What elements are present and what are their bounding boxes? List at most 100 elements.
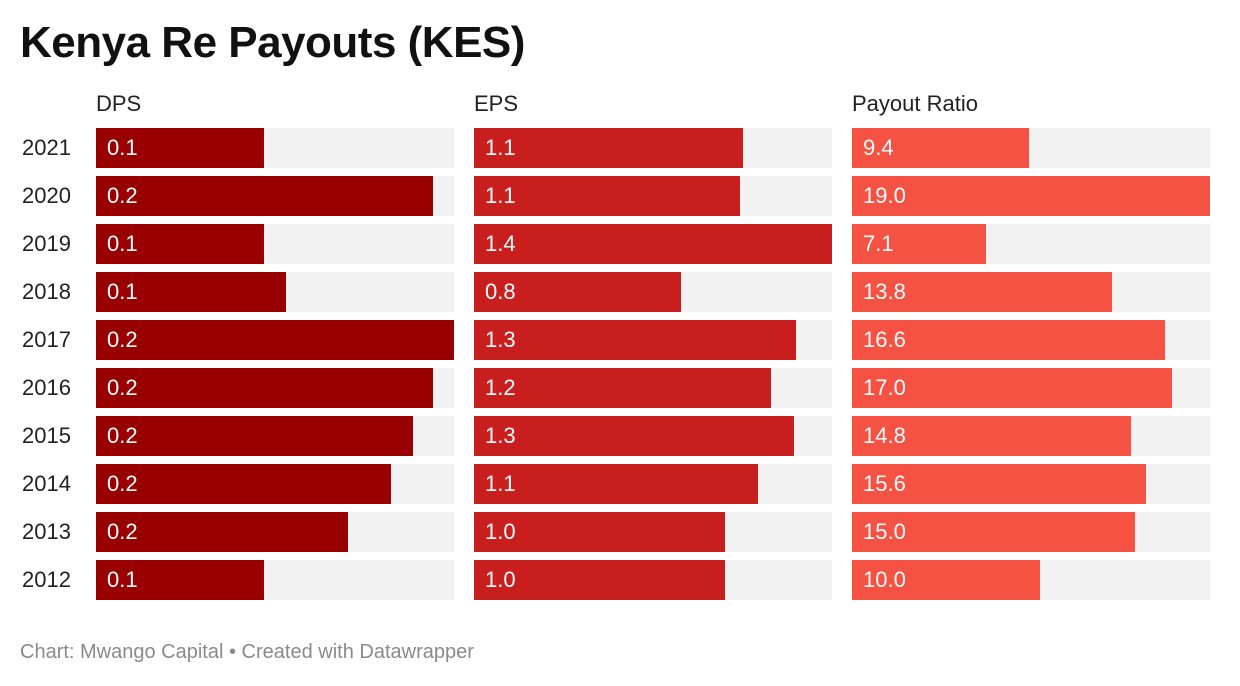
bar-value-eps-2018: 0.8 (485, 279, 516, 304)
chart-title: Kenya Re Payouts (KES) (20, 18, 525, 67)
bar-track-eps-2016: 1.2 (474, 368, 832, 408)
bar-dps-2015 (96, 416, 413, 456)
bar-value-dps-2017: 0.2 (107, 327, 138, 352)
bar-eps-2016 (474, 368, 771, 408)
bar-track-payout-ratio-2018: 13.8 (852, 272, 1210, 312)
bar-track-payout-ratio-2017: 16.6 (852, 320, 1210, 360)
bar-track-dps-2017: 0.2 (96, 320, 454, 360)
bar-value-dps-2014: 0.2 (107, 471, 138, 496)
bar-track-dps-2012: 0.1 (96, 560, 454, 600)
bar-value-eps-2012: 1.0 (485, 567, 516, 592)
bar-value-payout-ratio-2021: 9.4 (863, 135, 894, 160)
bar-payout-ratio-2019 (852, 224, 986, 264)
bar-value-dps-2012: 0.1 (107, 567, 138, 592)
bar-eps-2020 (474, 176, 740, 216)
bar-value-payout-ratio-2017: 16.6 (863, 327, 906, 352)
bar-track-payout-ratio-2012: 10.0 (852, 560, 1210, 600)
bar-track-payout-ratio-2013: 15.0 (852, 512, 1210, 552)
bar-value-payout-ratio-2013: 15.0 (863, 519, 906, 544)
bar-track-payout-ratio-2015: 14.8 (852, 416, 1210, 456)
bar-dps-2013 (96, 512, 348, 552)
bar-eps-2015 (474, 416, 794, 456)
bar-dps-2020 (96, 176, 433, 216)
bar-track-eps-2015: 1.3 (474, 416, 832, 456)
bar-value-eps-2019: 1.4 (485, 231, 516, 256)
bar-value-payout-ratio-2014: 15.6 (863, 471, 906, 496)
year-label-2020: 2020 (22, 183, 71, 208)
year-label-2017: 2017 (22, 327, 71, 352)
bar-track-payout-ratio-2019: 7.1 (852, 224, 1210, 264)
column-header-payout-ratio: Payout Ratio (852, 91, 978, 116)
bar-track-dps-2015: 0.2 (96, 416, 454, 456)
bar-dps-2017 (96, 320, 454, 360)
bar-value-eps-2013: 1.0 (485, 519, 516, 544)
bar-eps-2019 (474, 224, 832, 264)
year-label-2021: 2021 (22, 135, 71, 160)
bar-dps-2014 (96, 464, 391, 504)
bar-value-dps-2016: 0.2 (107, 375, 138, 400)
bar-value-eps-2020: 1.1 (485, 183, 516, 208)
bar-track-eps-2012: 1.0 (474, 560, 832, 600)
bar-value-eps-2015: 1.3 (485, 423, 516, 448)
column-header-eps: EPS (474, 91, 519, 116)
year-label-2014: 2014 (22, 471, 71, 496)
bar-value-payout-ratio-2019: 7.1 (863, 231, 894, 256)
bar-dps-2018 (96, 272, 286, 312)
bar-track-eps-2017: 1.3 (474, 320, 832, 360)
bar-value-eps-2016: 1.2 (485, 375, 516, 400)
bar-dps-2021 (96, 128, 264, 168)
bar-track-dps-2020: 0.2 (96, 176, 454, 216)
bar-value-dps-2018: 0.1 (107, 279, 138, 304)
bar-payout-ratio-2016 (852, 368, 1172, 408)
bar-payout-ratio-2013 (852, 512, 1135, 552)
bar-eps-2017 (474, 320, 796, 360)
bar-track-payout-ratio-2014: 15.6 (852, 464, 1210, 504)
bar-value-dps-2013: 0.2 (107, 519, 138, 544)
bar-dps-2016 (96, 368, 433, 408)
bar-payout-ratio-2012 (852, 560, 1040, 600)
year-label-2015: 2015 (22, 423, 71, 448)
bar-payout-ratio-2018 (852, 272, 1112, 312)
bar-value-payout-ratio-2020: 19.0 (863, 183, 906, 208)
bar-track-dps-2016: 0.2 (96, 368, 454, 408)
bar-value-dps-2020: 0.2 (107, 183, 138, 208)
year-label-2018: 2018 (22, 279, 71, 304)
bar-payout-ratio-2021 (852, 128, 1029, 168)
bar-track-dps-2021: 0.1 (96, 128, 454, 168)
bar-track-eps-2021: 1.1 (474, 128, 832, 168)
bar-track-payout-ratio-2016: 17.0 (852, 368, 1210, 408)
bar-payout-ratio-2020 (852, 176, 1210, 216)
bar-track-dps-2014: 0.2 (96, 464, 454, 504)
bar-value-dps-2019: 0.1 (107, 231, 138, 256)
bar-payout-ratio-2015 (852, 416, 1131, 456)
year-label-2013: 2013 (22, 519, 71, 544)
bar-value-dps-2015: 0.2 (107, 423, 138, 448)
column-header-dps: DPS (96, 91, 142, 116)
bar-value-payout-ratio-2015: 14.8 (863, 423, 906, 448)
bar-eps-2013 (474, 512, 725, 552)
year-label-2012: 2012 (22, 567, 71, 592)
bar-eps-2021 (474, 128, 743, 168)
bar-value-payout-ratio-2018: 13.8 (863, 279, 906, 304)
bar-value-payout-ratio-2016: 17.0 (863, 375, 906, 400)
bar-value-eps-2017: 1.3 (485, 327, 516, 352)
bar-value-eps-2014: 1.1 (485, 471, 516, 496)
bar-track-eps-2019: 1.4 (474, 224, 832, 264)
chart-footer: Chart: Mwango Capital • Created with Dat… (20, 641, 474, 663)
bar-dps-2019 (96, 224, 264, 264)
bar-track-dps-2013: 0.2 (96, 512, 454, 552)
bar-value-dps-2021: 0.1 (107, 135, 138, 160)
bar-payout-ratio-2017 (852, 320, 1165, 360)
bar-dps-2012 (96, 560, 264, 600)
bar-value-payout-ratio-2012: 10.0 (863, 567, 906, 592)
bar-track-payout-ratio-2021: 9.4 (852, 128, 1210, 168)
bar-eps-2012 (474, 560, 725, 600)
bar-track-dps-2019: 0.1 (96, 224, 454, 264)
bar-track-eps-2018: 0.8 (474, 272, 832, 312)
year-label-2016: 2016 (22, 375, 71, 400)
bar-value-eps-2021: 1.1 (485, 135, 516, 160)
bar-eps-2018 (474, 272, 681, 312)
bar-track-eps-2013: 1.0 (474, 512, 832, 552)
bar-eps-2014 (474, 464, 758, 504)
bar-track-dps-2018: 0.1 (96, 272, 454, 312)
